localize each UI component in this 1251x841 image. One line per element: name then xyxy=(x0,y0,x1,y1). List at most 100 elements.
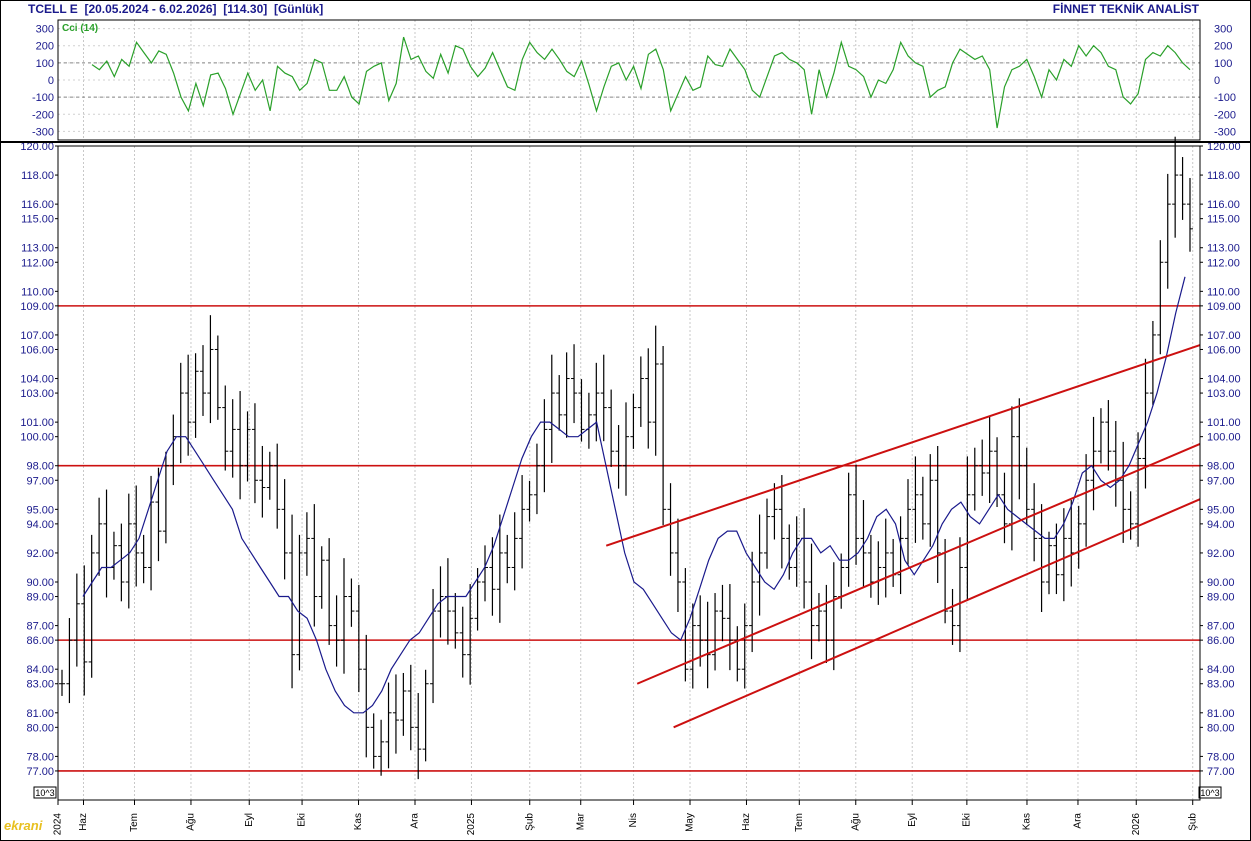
y-label-right: 90.00 xyxy=(1207,577,1235,589)
x-tick-label: Kas xyxy=(1022,813,1033,830)
cci-y-label-right: -300 xyxy=(1214,126,1236,138)
moving-average-line xyxy=(82,276,1186,714)
cci-title: Cci (14) xyxy=(62,23,98,34)
period-label: [Günlük] xyxy=(273,2,324,16)
y-label-left: 100.00 xyxy=(20,432,54,444)
scale-note-box xyxy=(33,786,57,799)
y-label-left: 112.00 xyxy=(21,257,54,269)
y-label-right: 101.00 xyxy=(1207,417,1241,429)
y-label-right: 113.00 xyxy=(1207,243,1240,255)
price-panel: 120.00 120.00 118.00 118.00 116.00 116.00 115.… xyxy=(20,136,1241,800)
x-tick-label: Tem xyxy=(129,813,140,832)
y-label-right: 78.00 xyxy=(1207,751,1235,763)
x-tick-label: Haz xyxy=(741,813,752,831)
y-label-right: 81.00 xyxy=(1207,708,1235,720)
y-label-left: 118.00 xyxy=(21,170,54,182)
y-label-left: 90.00 xyxy=(26,577,54,589)
y-label-right: 107.00 xyxy=(1207,330,1241,342)
cci-y-label-right: 0 xyxy=(1214,75,1220,87)
symbol-label: TCELL E xyxy=(28,2,78,16)
x-tick-label: Tem xyxy=(794,813,805,832)
y-label-left: 109.00 xyxy=(20,301,54,313)
y-label-right: 109.00 xyxy=(1207,301,1241,313)
y-label-left: 110.00 xyxy=(21,286,54,298)
cci-y-label-left: 200 xyxy=(36,41,54,53)
chart-title: TCELL E [20.05.2024 - 6.02.2026] [114.30… xyxy=(28,2,323,16)
x-tick-label: Eki xyxy=(297,813,308,827)
y-label-left: 104.00 xyxy=(20,374,54,386)
cci-y-label-left: 100 xyxy=(36,58,54,70)
y-label-left: 86.00 xyxy=(26,635,54,647)
y-label-right: 106.00 xyxy=(1207,344,1241,356)
y-label-right: 77.00 xyxy=(1207,766,1235,778)
scale-note: 10^3 xyxy=(35,788,54,798)
trend-channel-line xyxy=(636,443,1201,685)
y-label-right: 87.00 xyxy=(1207,621,1235,633)
cci-y-label-left: -100 xyxy=(32,92,54,104)
y-label-right: 97.00 xyxy=(1207,475,1235,487)
scale-note-box xyxy=(1198,786,1222,799)
y-label-right: 80.00 xyxy=(1207,722,1235,734)
y-label-right: 84.00 xyxy=(1207,664,1235,676)
trend-channel-line xyxy=(673,498,1201,729)
y-label-right: 89.00 xyxy=(1207,592,1235,604)
y-label-right: 94.00 xyxy=(1207,519,1235,531)
y-label-right: 103.00 xyxy=(1207,388,1241,400)
brand-label: FİNNET TEKNİK ANALİST xyxy=(1052,2,1199,16)
watermark: ekrani xyxy=(4,818,43,833)
y-label-left: 87.00 xyxy=(26,621,54,633)
trend-channel-line xyxy=(605,344,1201,547)
x-tick-label: Mar xyxy=(575,812,586,830)
cci-y-label-right: 200 xyxy=(1214,41,1232,53)
cci-y-label-left: -200 xyxy=(32,109,54,121)
y-label-right: 115.00 xyxy=(1207,214,1240,226)
y-label-left: 84.00 xyxy=(26,664,54,676)
y-label-left: 101.00 xyxy=(20,417,54,429)
y-label-left: 81.00 xyxy=(26,708,54,720)
y-label-left: 98.00 xyxy=(26,461,54,473)
y-label-right: 116.00 xyxy=(1207,199,1240,211)
cci-y-label-right: 300 xyxy=(1214,24,1232,36)
cci-y-label-right: 100 xyxy=(1214,58,1232,70)
cci-plot-border xyxy=(57,19,1201,141)
x-tick-label: Eki xyxy=(962,813,973,827)
y-label-right: 95.00 xyxy=(1207,504,1235,516)
y-label-left: 113.00 xyxy=(21,243,54,255)
y-label-right: 120.00 xyxy=(1207,141,1241,153)
x-tick-label: 2024 xyxy=(53,813,64,836)
x-tick-label: Şub xyxy=(524,813,535,831)
x-tick-label: Ara xyxy=(410,813,421,829)
y-label-left: 115.00 xyxy=(21,214,54,226)
y-label-left: 95.00 xyxy=(26,504,54,516)
y-label-left: 103.00 xyxy=(20,388,54,400)
cci-line xyxy=(91,36,1191,129)
last-price-label: [114.30] xyxy=(223,2,268,16)
y-label-left: 83.00 xyxy=(26,679,54,691)
x-tick-label: Şub xyxy=(1187,813,1198,831)
y-label-right: 100.00 xyxy=(1207,432,1241,444)
x-tick-label: Ağu xyxy=(186,813,197,831)
y-label-left: 80.00 xyxy=(26,722,54,734)
date-range-label: [20.05.2024 - 6.02.2026] xyxy=(84,2,217,16)
x-tick-label: 2026 xyxy=(1131,813,1142,836)
x-axis: 2024 Haz Tem Ağu Eyl Eki Kas Ara 2025 Şub Mar Nis Ma… xyxy=(53,800,1198,836)
cci-y-label-right: -200 xyxy=(1214,109,1236,121)
y-label-right: 83.00 xyxy=(1207,679,1235,691)
x-tick-label: Haz xyxy=(78,813,89,831)
y-label-left: 78.00 xyxy=(26,751,54,763)
y-label-left: 120.00 xyxy=(20,141,54,153)
cci-y-label-left: -300 xyxy=(32,126,54,138)
y-label-left: 97.00 xyxy=(26,475,54,487)
y-label-left: 106.00 xyxy=(20,344,54,356)
y-label-right: 112.00 xyxy=(1207,257,1240,269)
y-label-right: 118.00 xyxy=(1207,170,1240,182)
cci-y-label-left: 300 xyxy=(36,24,54,36)
cci-y-label-right: -100 xyxy=(1214,92,1236,104)
y-label-left: 116.00 xyxy=(21,199,54,211)
y-label-left: 94.00 xyxy=(26,519,54,531)
y-label-right: 110.00 xyxy=(1207,286,1240,298)
price-plot-border xyxy=(57,145,1201,801)
y-label-right: 98.00 xyxy=(1207,461,1235,473)
cci-y-label-left: 0 xyxy=(48,75,54,87)
